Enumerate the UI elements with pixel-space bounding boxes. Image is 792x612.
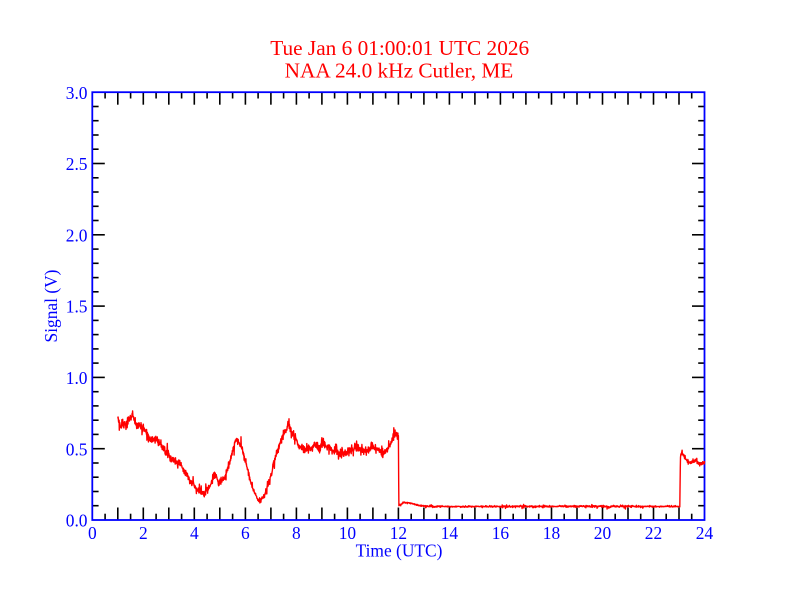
svg-text:6: 6	[241, 523, 250, 543]
svg-text:16: 16	[492, 523, 510, 543]
svg-text:22: 22	[645, 523, 662, 543]
svg-text:1.5: 1.5	[66, 297, 88, 317]
svg-text:12: 12	[390, 523, 407, 543]
svg-text:0.0: 0.0	[66, 511, 88, 531]
svg-text:1.0: 1.0	[66, 368, 88, 388]
svg-text:0.5: 0.5	[66, 439, 88, 459]
svg-text:4: 4	[190, 523, 199, 543]
svg-text:0: 0	[88, 523, 97, 543]
svg-text:14: 14	[441, 523, 459, 543]
svg-text:10: 10	[339, 523, 357, 543]
svg-text:Signal (V): Signal (V)	[41, 269, 61, 342]
svg-text:Time (UTC): Time (UTC)	[356, 541, 443, 561]
svg-text:18: 18	[543, 523, 561, 543]
svg-text:2.5: 2.5	[66, 154, 88, 174]
svg-text:2: 2	[139, 523, 148, 543]
svg-text:2.0: 2.0	[66, 225, 88, 245]
svg-text:NAA 24.0 kHz Cutler, ME: NAA 24.0 kHz Cutler, ME	[285, 58, 514, 82]
svg-text:24: 24	[696, 523, 714, 543]
svg-text:20: 20	[594, 523, 612, 543]
svg-text:Tue Jan 6 01:00:01 UTC 2026: Tue Jan 6 01:00:01 UTC 2026	[270, 36, 529, 60]
svg-text:3.0: 3.0	[66, 83, 88, 103]
svg-text:8: 8	[292, 523, 301, 543]
